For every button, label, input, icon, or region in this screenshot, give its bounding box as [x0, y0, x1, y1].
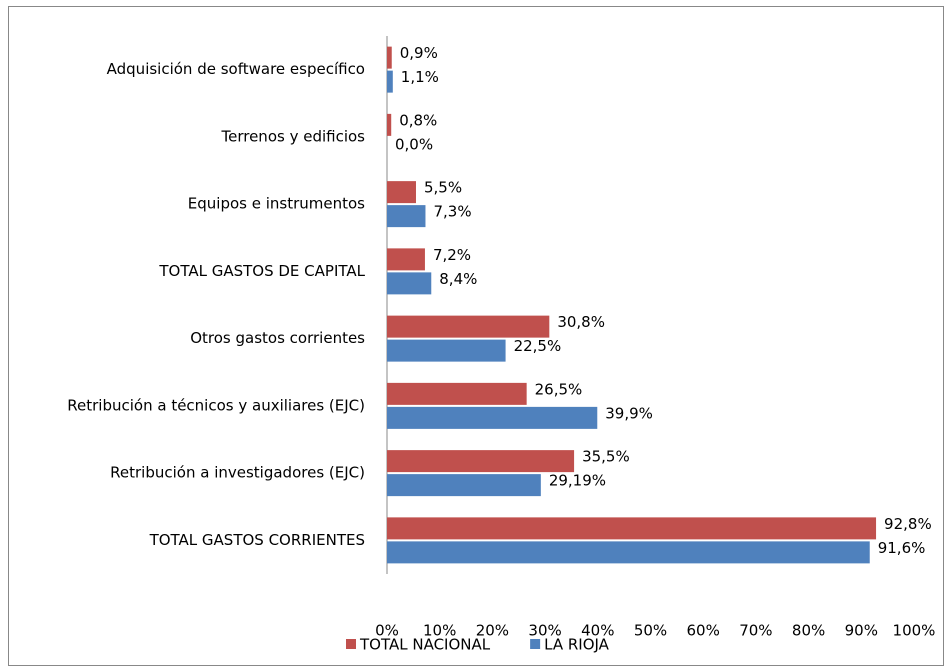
x-tick-label: 70%	[739, 622, 772, 640]
x-tick-label: 30%	[528, 622, 561, 640]
value-label: 29,19%	[549, 472, 606, 490]
x-tick-label: 0%	[375, 622, 399, 640]
bar	[387, 272, 432, 295]
value-label: 30,8%	[557, 313, 605, 331]
value-label: 22,5%	[514, 337, 562, 355]
x-tick-label: 10%	[423, 622, 456, 640]
value-label: 7,3%	[433, 203, 471, 221]
y-tick-label: Terrenos y edificios	[221, 127, 366, 145]
bar	[387, 205, 426, 228]
bar	[387, 450, 575, 473]
bar	[387, 181, 416, 204]
x-tick-label: 60%	[687, 622, 720, 640]
x-tick-label: 80%	[792, 622, 825, 640]
value-label: 5,5%	[424, 179, 462, 197]
value-label: 1,1%	[401, 68, 439, 86]
legend-swatch	[530, 639, 541, 649]
bar	[387, 517, 877, 540]
value-label: 7,2%	[433, 246, 471, 264]
y-tick-label: TOTAL GASTOS DE CAPITAL	[158, 262, 365, 280]
bar	[387, 474, 541, 497]
bar	[387, 406, 598, 429]
x-tick-label: 50%	[634, 622, 667, 640]
x-tick-label: 40%	[581, 622, 614, 640]
y-tick-label: Retribución a técnicos y auxiliares (EJC…	[67, 396, 365, 414]
value-label: 8,4%	[439, 270, 477, 288]
bar	[387, 113, 392, 136]
value-label: 92,8%	[884, 515, 932, 533]
y-tick-label: Adquisición de software específico	[107, 60, 365, 78]
x-tick-label: 20%	[476, 622, 509, 640]
bar	[387, 70, 393, 93]
legend-label: TOTAL NACIONAL	[359, 636, 491, 654]
bar	[387, 248, 425, 271]
value-label: 0,9%	[400, 44, 438, 62]
legend-swatch	[346, 639, 356, 649]
value-label: 0,0%	[395, 135, 433, 153]
y-tick-label: Retribución a investigadores (EJC)	[110, 464, 365, 482]
bar	[387, 339, 506, 362]
bar	[387, 541, 870, 564]
legend-label: LA RIOJA	[544, 636, 610, 654]
bar	[387, 382, 527, 405]
y-tick-label: Otros gastos corrientes	[190, 329, 365, 347]
x-tick-label: 90%	[845, 622, 878, 640]
value-label: 91,6%	[878, 539, 926, 557]
value-label: 0,8%	[399, 111, 437, 129]
x-tick-label: 100%	[893, 622, 936, 640]
value-label: 39,9%	[605, 404, 653, 422]
bar	[387, 46, 392, 69]
y-tick-label: TOTAL GASTOS CORRIENTES	[149, 531, 365, 549]
value-label: 35,5%	[582, 448, 630, 466]
bar	[387, 315, 550, 338]
y-tick-label: Equipos e instrumentos	[188, 195, 365, 213]
value-label: 26,5%	[535, 380, 583, 398]
